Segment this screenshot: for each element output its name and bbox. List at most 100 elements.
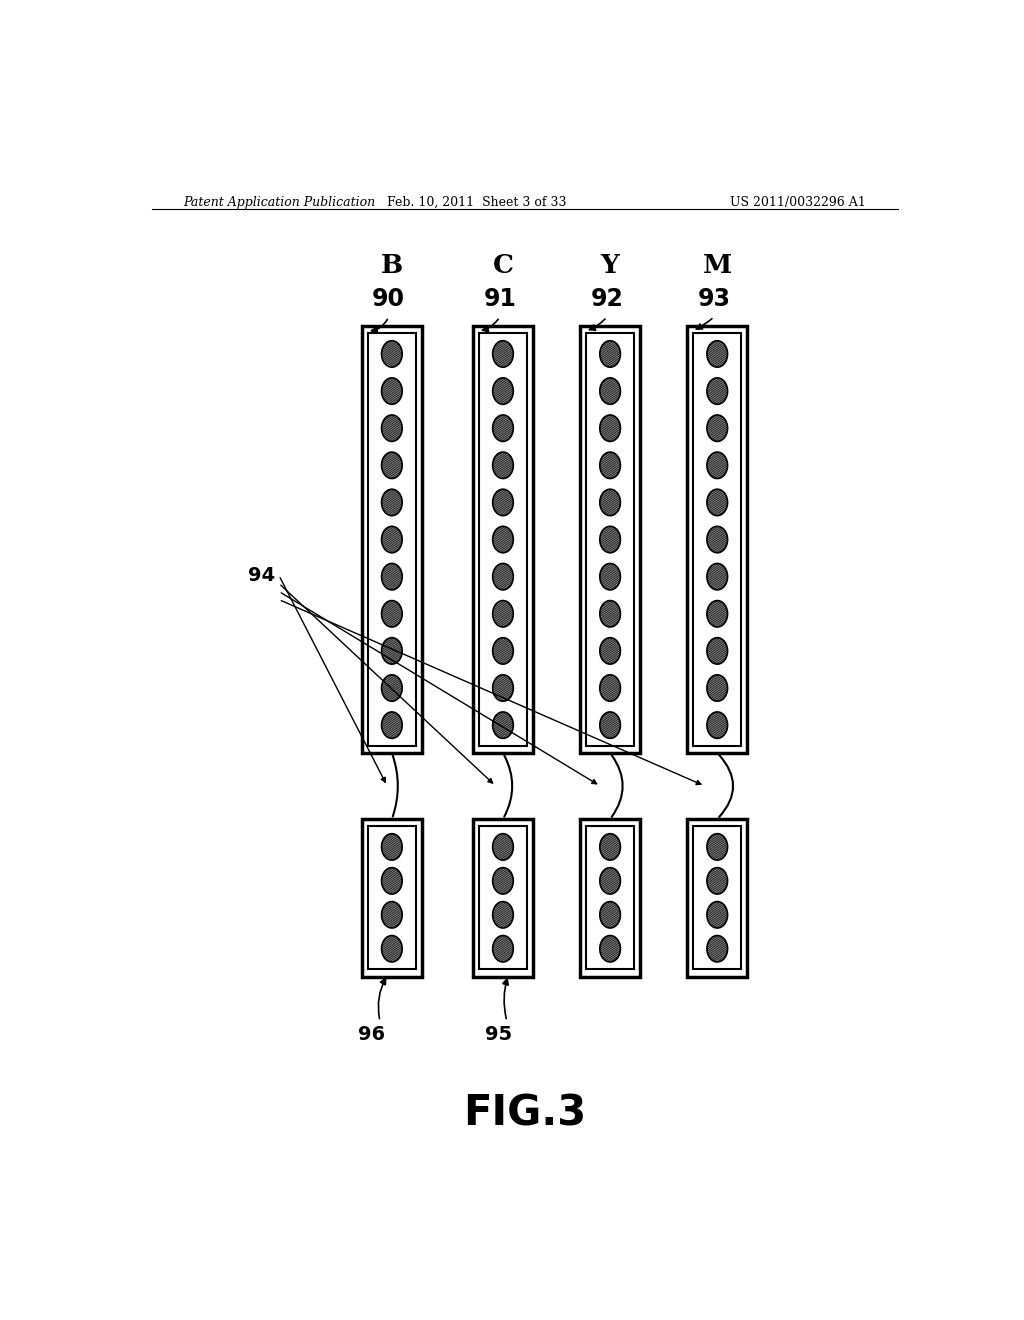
Bar <box>581 818 640 977</box>
Bar <box>362 326 422 752</box>
Circle shape <box>707 341 728 367</box>
FancyArrowPatch shape <box>281 585 493 783</box>
FancyArrowPatch shape <box>503 979 508 1019</box>
Bar <box>473 326 532 752</box>
Circle shape <box>493 414 513 441</box>
Circle shape <box>382 378 402 404</box>
FancyArrowPatch shape <box>611 755 623 817</box>
Circle shape <box>493 564 513 590</box>
Bar <box>368 333 416 746</box>
Circle shape <box>600 638 621 664</box>
FancyArrowPatch shape <box>393 755 397 817</box>
Bar <box>693 333 741 746</box>
Circle shape <box>600 564 621 590</box>
Circle shape <box>382 564 402 590</box>
Bar <box>473 818 532 977</box>
FancyArrowPatch shape <box>696 318 712 329</box>
Text: M: M <box>702 252 732 277</box>
Circle shape <box>707 711 728 738</box>
Text: FIG.3: FIG.3 <box>463 1093 587 1135</box>
FancyArrowPatch shape <box>372 319 387 333</box>
Circle shape <box>493 902 513 928</box>
Circle shape <box>493 936 513 962</box>
Circle shape <box>707 414 728 441</box>
Bar <box>368 826 416 969</box>
Circle shape <box>493 638 513 664</box>
Text: Y: Y <box>601 252 620 277</box>
Circle shape <box>382 936 402 962</box>
Text: Feb. 10, 2011  Sheet 3 of 33: Feb. 10, 2011 Sheet 3 of 33 <box>387 195 567 209</box>
Circle shape <box>600 834 621 861</box>
Circle shape <box>707 936 728 962</box>
Circle shape <box>600 451 621 479</box>
Text: 96: 96 <box>358 1026 386 1044</box>
Circle shape <box>707 675 728 701</box>
Circle shape <box>493 527 513 553</box>
Circle shape <box>707 490 728 516</box>
FancyArrowPatch shape <box>590 319 605 330</box>
Bar <box>362 818 422 977</box>
Circle shape <box>493 834 513 861</box>
Circle shape <box>493 490 513 516</box>
Circle shape <box>382 601 402 627</box>
FancyArrowPatch shape <box>482 319 499 331</box>
Circle shape <box>493 711 513 738</box>
Circle shape <box>382 638 402 664</box>
Text: C: C <box>493 252 513 277</box>
Circle shape <box>600 902 621 928</box>
Text: 93: 93 <box>697 286 730 310</box>
Text: 95: 95 <box>485 1026 513 1044</box>
Text: 92: 92 <box>591 286 624 310</box>
Circle shape <box>600 936 621 962</box>
Bar <box>479 826 527 969</box>
Circle shape <box>382 867 402 894</box>
Bar <box>687 818 746 977</box>
Circle shape <box>707 902 728 928</box>
Circle shape <box>382 675 402 701</box>
Text: Patent Application Publication: Patent Application Publication <box>183 195 376 209</box>
Circle shape <box>707 451 728 479</box>
Circle shape <box>600 341 621 367</box>
Circle shape <box>707 834 728 861</box>
Circle shape <box>382 341 402 367</box>
FancyArrowPatch shape <box>282 593 597 784</box>
Circle shape <box>382 527 402 553</box>
Circle shape <box>382 414 402 441</box>
Circle shape <box>600 867 621 894</box>
Circle shape <box>600 675 621 701</box>
FancyArrowPatch shape <box>282 601 700 784</box>
FancyArrowPatch shape <box>719 755 733 817</box>
Circle shape <box>493 601 513 627</box>
FancyArrowPatch shape <box>378 978 386 1019</box>
Circle shape <box>493 867 513 894</box>
Circle shape <box>493 341 513 367</box>
Circle shape <box>382 490 402 516</box>
Text: 94: 94 <box>248 566 274 585</box>
Circle shape <box>493 675 513 701</box>
Circle shape <box>707 867 728 894</box>
Circle shape <box>707 564 728 590</box>
Bar <box>687 326 746 752</box>
Circle shape <box>382 711 402 738</box>
Circle shape <box>600 378 621 404</box>
Text: 91: 91 <box>483 286 516 310</box>
Circle shape <box>707 527 728 553</box>
Circle shape <box>493 451 513 479</box>
Bar <box>479 333 527 746</box>
Circle shape <box>382 451 402 479</box>
Circle shape <box>600 490 621 516</box>
Circle shape <box>382 902 402 928</box>
Bar <box>586 826 634 969</box>
Circle shape <box>600 711 621 738</box>
Bar <box>693 826 741 969</box>
Circle shape <box>707 638 728 664</box>
FancyArrowPatch shape <box>280 578 385 783</box>
Circle shape <box>493 378 513 404</box>
FancyArrowPatch shape <box>504 755 512 817</box>
Circle shape <box>600 601 621 627</box>
Bar <box>581 326 640 752</box>
Text: US 2011/0032296 A1: US 2011/0032296 A1 <box>730 195 866 209</box>
Bar <box>586 333 634 746</box>
Circle shape <box>382 834 402 861</box>
Circle shape <box>600 527 621 553</box>
